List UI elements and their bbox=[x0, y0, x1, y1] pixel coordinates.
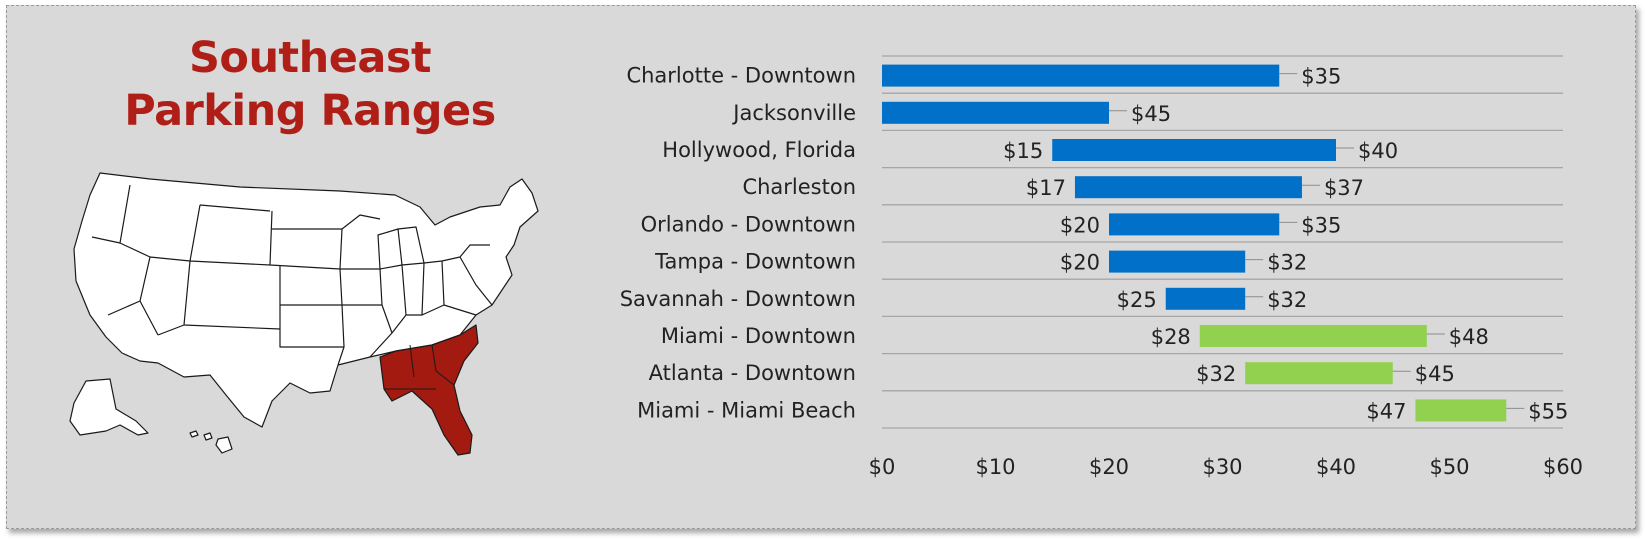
high-value-label: $32 bbox=[1267, 251, 1307, 275]
low-value-label: $20 bbox=[1060, 213, 1100, 237]
category-label: Savannah - Downtown bbox=[620, 287, 856, 311]
range-bar bbox=[1199, 325, 1427, 347]
category-label: Miami - Miami Beach bbox=[637, 398, 856, 422]
x-axis-ticks: $0 $10 $20 $30 $40 $50 $60 bbox=[869, 455, 1583, 479]
range-bar bbox=[1074, 176, 1302, 199]
range-bar bbox=[882, 101, 1109, 124]
x-tick-label: $20 bbox=[1089, 455, 1129, 479]
high-value-label: $35 bbox=[1301, 213, 1341, 237]
data-labels: $35$45$15 $40$17 $37$20 $35$20 $32$25 $32$28 $… bbox=[1003, 65, 1568, 424]
range-bar bbox=[1165, 287, 1246, 310]
bars bbox=[882, 64, 1507, 422]
x-tick-label: $30 bbox=[1202, 455, 1242, 479]
low-value-label: $17 bbox=[1026, 176, 1066, 200]
low-value-label: $47 bbox=[1366, 399, 1406, 423]
category-label: Hollywood, Florida bbox=[662, 138, 856, 162]
low-value-label: $25 bbox=[1117, 288, 1157, 312]
chart-title: Southeast Parking Ranges bbox=[100, 32, 520, 138]
x-tick-label: $10 bbox=[975, 455, 1015, 479]
high-value-label: $45 bbox=[1131, 102, 1171, 126]
southeast-region-shape bbox=[379, 324, 479, 456]
hawaii-shape bbox=[189, 430, 233, 454]
high-value-label: $45 bbox=[1415, 362, 1455, 386]
range-bar bbox=[1109, 250, 1246, 273]
title-line-1: Southeast bbox=[188, 33, 432, 83]
high-value-label: $37 bbox=[1324, 176, 1364, 200]
low-value-label: $32 bbox=[1196, 362, 1236, 386]
title-line-2: Parking Ranges bbox=[124, 86, 496, 136]
category-label: Atlanta - Downtown bbox=[649, 361, 856, 385]
category-label: Miami - Downtown bbox=[661, 324, 856, 348]
category-label: Charlotte - Downtown bbox=[626, 64, 856, 88]
gridlines bbox=[882, 55, 1563, 429]
high-value-label: $35 bbox=[1301, 65, 1341, 89]
range-bar bbox=[1415, 399, 1507, 422]
category-label: Orlando - Downtown bbox=[641, 212, 856, 236]
us-map-icon bbox=[69, 172, 539, 456]
low-value-label: $20 bbox=[1060, 251, 1100, 275]
category-label: Jacksonville bbox=[731, 101, 856, 125]
x-tick-label: $50 bbox=[1429, 455, 1469, 479]
x-tick-label: $40 bbox=[1316, 455, 1356, 479]
high-value-label: $48 bbox=[1449, 325, 1489, 349]
range-bar bbox=[1109, 213, 1280, 236]
category-label: Tampa - Downtown bbox=[654, 250, 856, 274]
low-value-label: $15 bbox=[1003, 139, 1043, 163]
x-tick-label: $0 bbox=[869, 455, 896, 479]
low-value-label: $28 bbox=[1151, 325, 1191, 349]
alaska-shape bbox=[69, 378, 149, 436]
range-bar bbox=[1245, 362, 1393, 385]
category-label: Charleston bbox=[742, 175, 856, 199]
category-labels: Charlotte - Downtown Jacksonville Hollywoo… bbox=[620, 64, 856, 423]
high-value-label: $32 bbox=[1267, 288, 1307, 312]
range-bar bbox=[882, 64, 1280, 87]
range-bar bbox=[1052, 139, 1336, 161]
high-value-label: $40 bbox=[1358, 139, 1398, 163]
high-value-label: $55 bbox=[1528, 399, 1568, 423]
x-tick-label: $60 bbox=[1543, 455, 1583, 479]
